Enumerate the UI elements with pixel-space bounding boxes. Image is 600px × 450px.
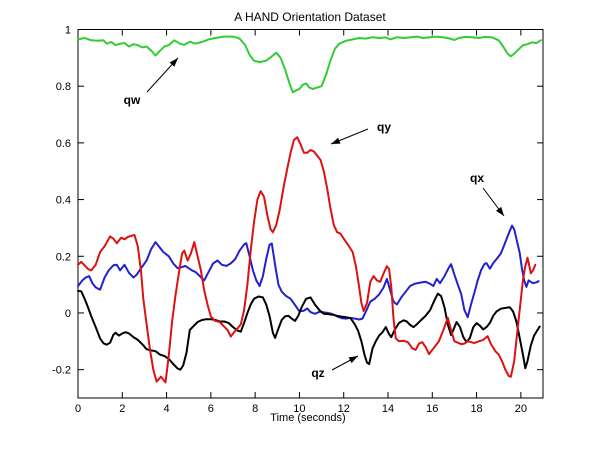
x-tick-label: 0 — [75, 403, 81, 415]
series-qy-line — [77, 136, 537, 384]
annotation-qz-label: qz — [311, 366, 324, 380]
x-tick-label: 6 — [208, 403, 214, 415]
axis-box — [77, 29, 544, 399]
annotation-qy-arrowhead — [331, 137, 341, 144]
x-tick-label: 20 — [515, 403, 527, 415]
y-tick-label: 0.8 — [56, 81, 71, 93]
x-tick-label: 2 — [119, 403, 125, 415]
x-tick-label: 12 — [338, 403, 350, 415]
x-tick-label: 18 — [470, 403, 482, 415]
series-qz-line — [77, 289, 541, 371]
x-tick-label: 10 — [293, 403, 305, 415]
x-axis-label: Time (seconds) — [270, 412, 345, 424]
series-qx-line — [77, 224, 540, 321]
y-tick-label: 0.4 — [56, 195, 71, 207]
x-tick-label: 14 — [382, 403, 394, 415]
x-tick-label: 4 — [164, 403, 170, 415]
annotation-qy-label: qy — [377, 120, 391, 134]
annotation-qx-arrowhead — [496, 206, 504, 216]
chart-title: A HAND Orientation Dataset — [234, 10, 386, 24]
y-tick-label: 1 — [65, 25, 71, 37]
y-tick-label: -0.2 — [52, 365, 71, 377]
series-qw-line — [77, 35, 542, 94]
y-tick-label: 0.2 — [56, 251, 71, 263]
annotation-qw-label: qw — [124, 93, 141, 107]
plot-content: 0 2 4 6 8 10 12 14 16 18 20 -0.2 0 0.2 0.4 0.6 0.8 1 qw qy q… — [52, 25, 544, 415]
annotation-qx-label: qx — [470, 171, 484, 185]
x-tick-label: 16 — [426, 403, 438, 415]
y-tick-label: 0.6 — [56, 138, 71, 150]
annotation-qw-arrowhead — [169, 58, 178, 67]
x-tick-label: 8 — [252, 403, 258, 415]
annotation-qz-arrowhead — [348, 356, 358, 364]
y-tick-label: 0 — [65, 308, 71, 320]
